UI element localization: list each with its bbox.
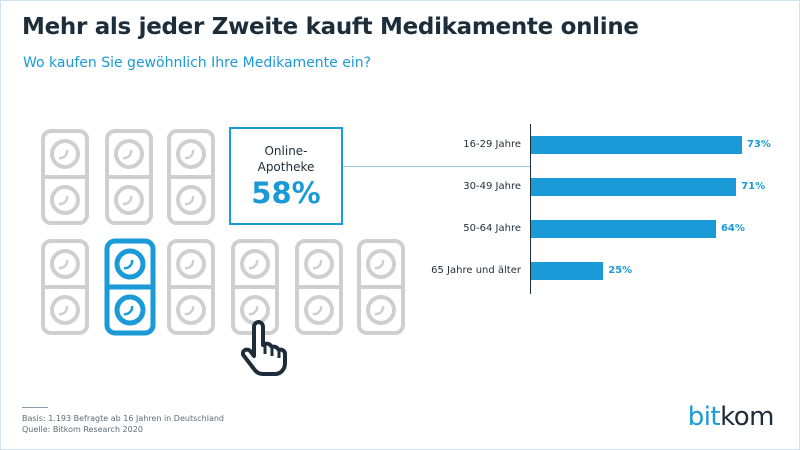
- pill-blister-icon: [41, 239, 89, 335]
- bar-category-label: 65 Jahre und älter: [431, 265, 521, 276]
- pill-blister-icon: [295, 239, 343, 335]
- footer-basis: Basis: 1.193 Befragte ab 16 Jahren in De…: [22, 414, 224, 423]
- online-apotheke-callout: Online- Apotheke 58%: [229, 127, 343, 225]
- pill-blister-highlight-icon: [104, 238, 156, 336]
- bitkom-logo: bitkom: [687, 402, 775, 432]
- callout-label-line2: Apotheke: [257, 160, 315, 174]
- pill-blister-icon: [41, 129, 89, 225]
- callout-value: 58%: [251, 176, 321, 210]
- hand-pointer-icon: [240, 320, 287, 376]
- bar: [531, 220, 716, 238]
- pill-blister-icon: [167, 239, 215, 335]
- pill-blister-icon: [105, 129, 153, 225]
- bar-category-label: 30-49 Jahre: [463, 181, 521, 192]
- bar-category-label: 50-64 Jahre: [463, 223, 521, 234]
- pill-blister-icon: [231, 239, 279, 335]
- bar: [531, 178, 737, 196]
- logo-part-kom: kom: [720, 402, 774, 432]
- bar-value-label: 64%: [720, 223, 745, 234]
- bar-value-label: 73%: [746, 139, 771, 150]
- callout-connector-line: [343, 166, 530, 167]
- footer-rule: [22, 407, 48, 408]
- chart-subtitle: Wo kaufen Sie gewöhnlich Ihre Medikament…: [23, 55, 372, 71]
- pill-blister-icon: [357, 239, 405, 335]
- footer-notes: Basis: 1.193 Befragte ab 16 Jahren in De…: [22, 413, 224, 435]
- bar-value-label: 71%: [741, 181, 766, 192]
- bar-category-label: 16-29 Jahre: [463, 139, 521, 150]
- bar-value-label: 25%: [608, 265, 633, 276]
- logo-part-bit: bit: [687, 402, 721, 432]
- chart-title: Mehr als jeder Zweite kauft Medikamente …: [22, 14, 639, 40]
- callout-label-line1: Online-: [264, 144, 308, 158]
- pill-blister-icon: [167, 129, 215, 225]
- bar: [531, 136, 742, 154]
- bar-chart-axis: [530, 124, 531, 294]
- footer-source: Quelle: Bitkom Research 2020: [22, 425, 143, 434]
- bar: [531, 262, 604, 280]
